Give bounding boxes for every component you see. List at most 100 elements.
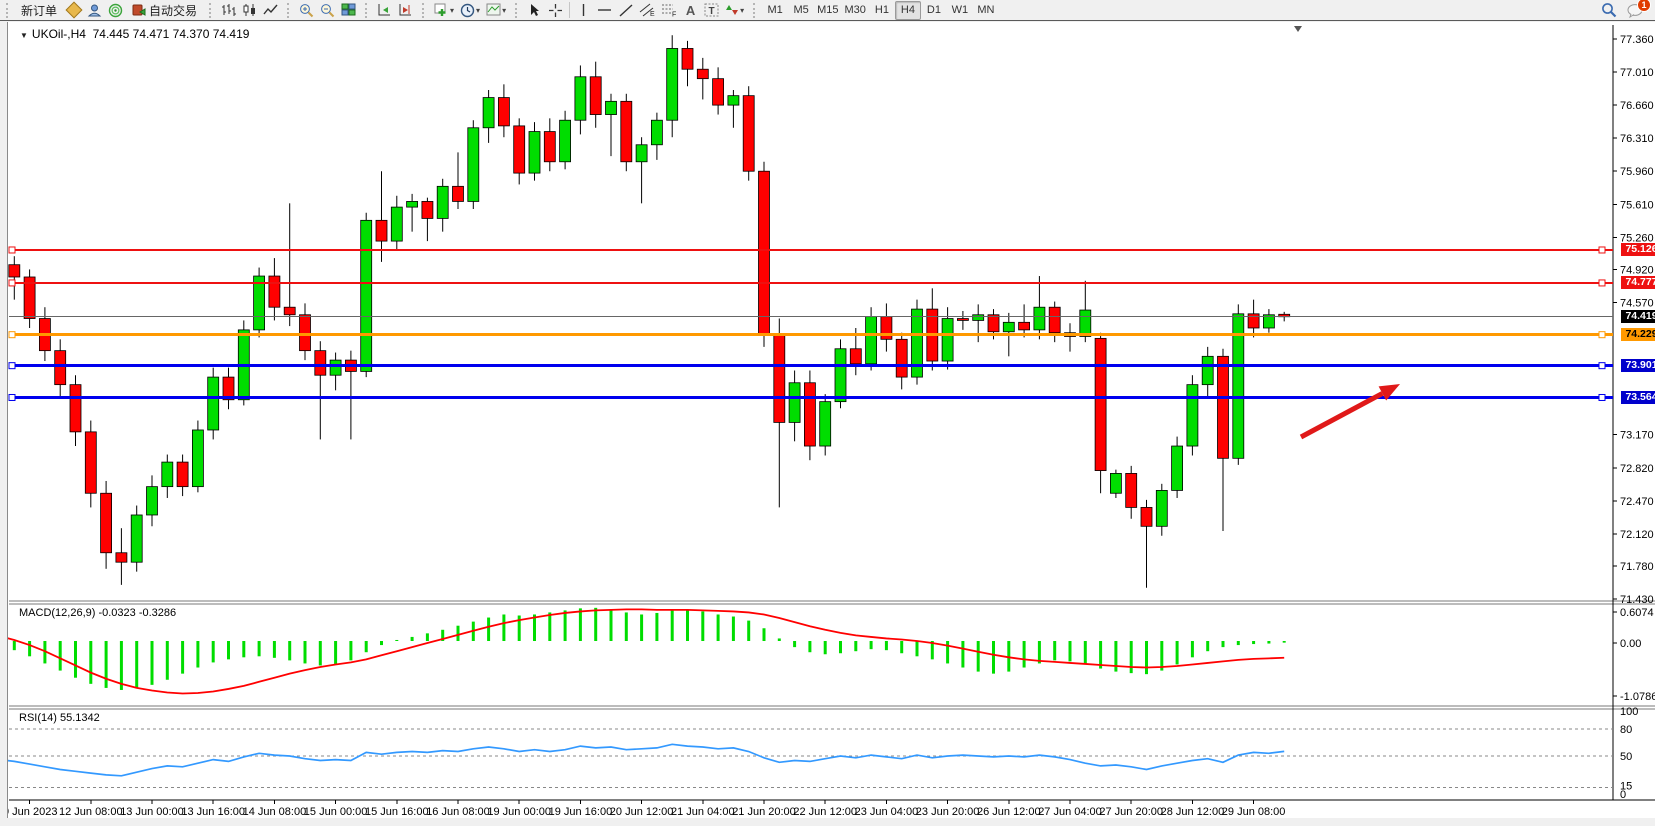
macd-signal-line (8, 608, 1285, 695)
timeframe-m30[interactable]: M30 (844, 4, 866, 16)
bar-chart-button[interactable] (218, 1, 239, 20)
zoom-in-button[interactable] (296, 1, 317, 20)
time-tick-label: 12 Jun 08:00 (59, 806, 123, 818)
price-line-label[interactable]: 73.901 (1621, 359, 1655, 373)
clock-icon (460, 3, 475, 17)
timeframe-mn[interactable]: MN (977, 4, 995, 16)
crosshair-button[interactable] (545, 1, 566, 20)
arrows-tool[interactable]: ▾ (722, 1, 747, 20)
text-tool[interactable]: A (685, 2, 696, 18)
line-anchor-handle (8, 279, 16, 287)
price-tick-label: 73.170 (1620, 430, 1654, 442)
timeframe-h4[interactable]: H4 (894, 0, 921, 20)
rsi-axis-label: 100 (1620, 706, 1638, 718)
crosshair-icon (549, 3, 563, 17)
candlestick (1232, 313, 1245, 459)
candlestick (23, 276, 36, 319)
signal-icon[interactable] (105, 1, 126, 20)
bottom-strip (0, 818, 1655, 826)
toolbar-grip[interactable] (287, 2, 292, 18)
timeframe-w1[interactable]: W1 (951, 4, 969, 16)
timeframe-m15[interactable]: M15 (817, 4, 839, 16)
candlestick (436, 185, 449, 219)
candlestick (972, 314, 985, 321)
line-anchor-handle (1598, 362, 1606, 370)
time-tick-label: 19 Jun 00:00 (487, 806, 551, 818)
cursor-button[interactable] (524, 1, 545, 20)
price-tick-label: 71.430 (1620, 594, 1654, 606)
candlestick (360, 219, 373, 372)
candlestick (452, 185, 464, 202)
line-anchor-handle (8, 331, 16, 339)
macd-axis-label: 0.6074 (1620, 607, 1654, 619)
toolbar-grip[interactable] (6, 2, 11, 18)
autotrading-icon (132, 4, 146, 16)
fibonacci-tool[interactable]: F (658, 1, 680, 20)
profile-icon[interactable] (84, 1, 105, 20)
candlestick (895, 338, 908, 378)
auto-scroll-button[interactable] (374, 1, 395, 20)
candlestick (635, 144, 648, 163)
ohlc-values: 74.445 74.471 74.370 74.419 (92, 27, 250, 41)
price-line-label[interactable]: 74.419 (1621, 310, 1655, 324)
rsi-indicator-label: RSI(14) 55.1342 (19, 712, 100, 724)
candlestick (314, 350, 327, 376)
vertical-line-tool[interactable] (573, 1, 594, 20)
timeframe-m5[interactable]: M5 (793, 4, 809, 16)
timeframe-m1[interactable]: M1 (767, 4, 783, 16)
tile-windows-button[interactable] (338, 1, 359, 20)
chart-window[interactable]: 77.360 77.010 76.660 76.310 75.960 75.610 75.2… (7, 22, 1655, 818)
candlestick (299, 314, 311, 352)
price-line-label[interactable]: 73.564 (1621, 390, 1655, 404)
zoom-out-icon (321, 3, 335, 17)
new-chart-icon[interactable] (63, 1, 84, 20)
toolbar-grip[interactable] (365, 2, 370, 18)
notifications-button[interactable]: 1 (1624, 0, 1651, 20)
zoom-out-button[interactable] (317, 1, 338, 20)
price-line-label[interactable]: 75.126 (1621, 243, 1655, 257)
timeframe-d1[interactable]: D1 (926, 4, 941, 16)
candlestick (1186, 384, 1199, 447)
indicators-button[interactable]: ▾ (431, 1, 457, 20)
candlestick (130, 514, 143, 563)
candlestick (191, 429, 204, 488)
new-order-button[interactable]: 新订单 (21, 3, 58, 18)
toolbar-separator (569, 2, 571, 18)
toolbar-grip[interactable] (515, 2, 520, 18)
search-button[interactable] (1598, 1, 1620, 20)
equidistant-channel-tool[interactable]: E (636, 1, 658, 20)
line-chart-button[interactable] (260, 1, 281, 20)
price-tick-label: 75.260 (1620, 232, 1654, 244)
candlestick (865, 316, 877, 365)
trendline-tool[interactable] (615, 1, 636, 20)
arrows-icon (726, 5, 739, 15)
candlestick (1155, 490, 1168, 527)
toolbar-grip[interactable] (209, 2, 214, 18)
time-tick-label: 20 Jun 12:00 (610, 806, 674, 818)
channel-icon: E (639, 3, 655, 17)
candlestick-chart-button[interactable] (239, 1, 260, 20)
chevron-down-icon: ▾ (502, 5, 507, 15)
templates-button[interactable]: ▾ (483, 1, 509, 20)
candlestick (911, 308, 923, 378)
chart-shift-button[interactable] (395, 1, 416, 20)
time-tick-label: 21 Jun 04:00 (671, 806, 735, 818)
periods-button[interactable]: ▾ (457, 1, 483, 20)
template-icon (486, 3, 501, 16)
candlestick (390, 206, 403, 242)
expand-triangle-icon[interactable]: ▼ (20, 31, 28, 40)
price-line-label[interactable]: 74.229 (1621, 328, 1655, 342)
macd-axis-label: 0.00 (1620, 638, 1641, 650)
price-line-label[interactable]: 74.777 (1621, 276, 1655, 290)
time-tick-label: 27 Jun 04:00 (1038, 806, 1102, 818)
timeframe-h1[interactable]: H1 (874, 4, 889, 16)
horizontal-line-tool[interactable] (594, 1, 615, 20)
rsi-axis-label: 50 (1620, 751, 1632, 763)
toolbar-grip[interactable] (422, 2, 427, 18)
chart-canvas[interactable]: 77.360 77.010 76.660 76.310 75.960 75.610 75.2… (8, 22, 1655, 818)
toolbar-grip[interactable] (753, 2, 758, 18)
text-label-tool[interactable]: T (701, 1, 722, 20)
autotrading-button[interactable]: 自动交易 (126, 1, 203, 20)
candlestick (513, 125, 526, 174)
sonar-icon (108, 3, 123, 17)
